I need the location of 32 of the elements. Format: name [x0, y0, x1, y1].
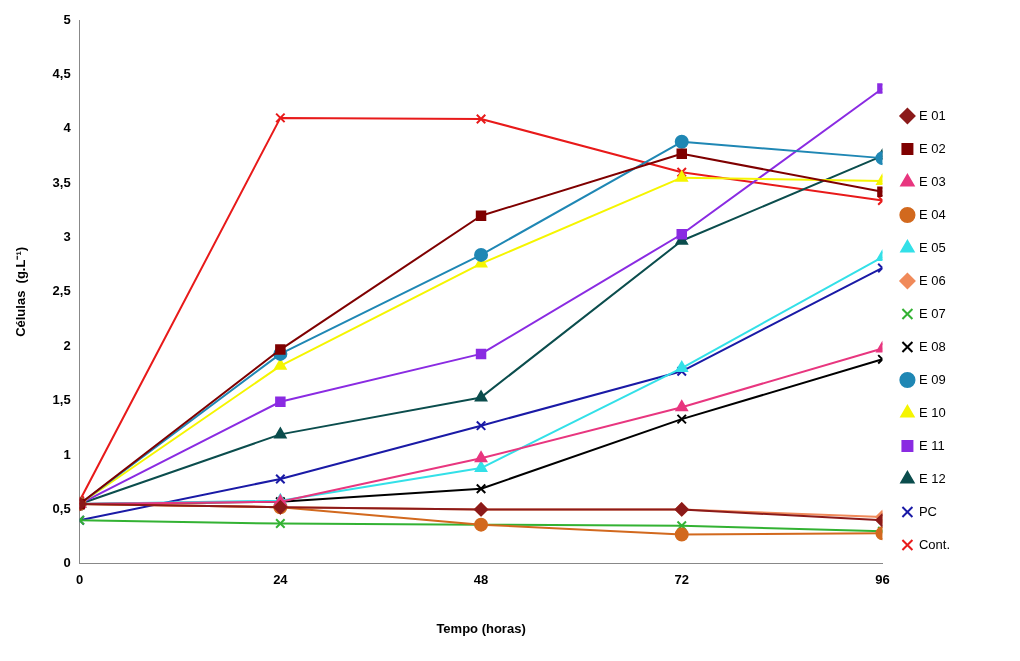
x-tick-label: 24	[273, 572, 289, 588]
legend-label: E 06	[918, 272, 946, 288]
legend-label: E 02	[918, 140, 946, 156]
y-tick-label: 4,5	[52, 65, 71, 81]
legend-label: E 12	[918, 470, 946, 486]
x-tick-label: 96	[875, 572, 890, 588]
legend-label: E 01	[918, 107, 946, 123]
legend-label: E 08	[918, 338, 946, 354]
legend-label: E 09	[918, 371, 946, 387]
y-tick-label: 4	[63, 120, 72, 136]
y-tick-label: 2	[63, 337, 71, 353]
y-tick-label: 3	[63, 229, 71, 245]
legend-label: E 10	[918, 404, 946, 420]
y-tick-label: 5	[63, 11, 71, 27]
legend-label: E 03	[918, 173, 946, 189]
legend-label: Cont.	[918, 536, 951, 552]
x-tick-label: 72	[674, 572, 689, 588]
y-axis-title: Células (g.L⁻¹)	[13, 246, 29, 337]
legend-label: PC	[918, 503, 937, 519]
y-tick-label: 1,5	[52, 392, 71, 408]
legend-label: E 07	[918, 305, 946, 321]
y-tick-label: 1	[63, 446, 71, 462]
y-tick-label: 0,5	[52, 501, 71, 516]
legend-label: E 05	[918, 239, 946, 255]
y-tick-label: 2,5	[52, 283, 71, 299]
legend-label: E 04	[918, 206, 946, 222]
legend-label: E 11	[918, 437, 945, 453]
y-tick-label: 0	[63, 555, 71, 571]
x-tick-label: 0	[76, 572, 84, 588]
x-axis-title: Tempo (horas)	[436, 620, 526, 636]
x-tick-label: 48	[473, 572, 489, 588]
y-tick-label: 3,5	[52, 174, 71, 190]
